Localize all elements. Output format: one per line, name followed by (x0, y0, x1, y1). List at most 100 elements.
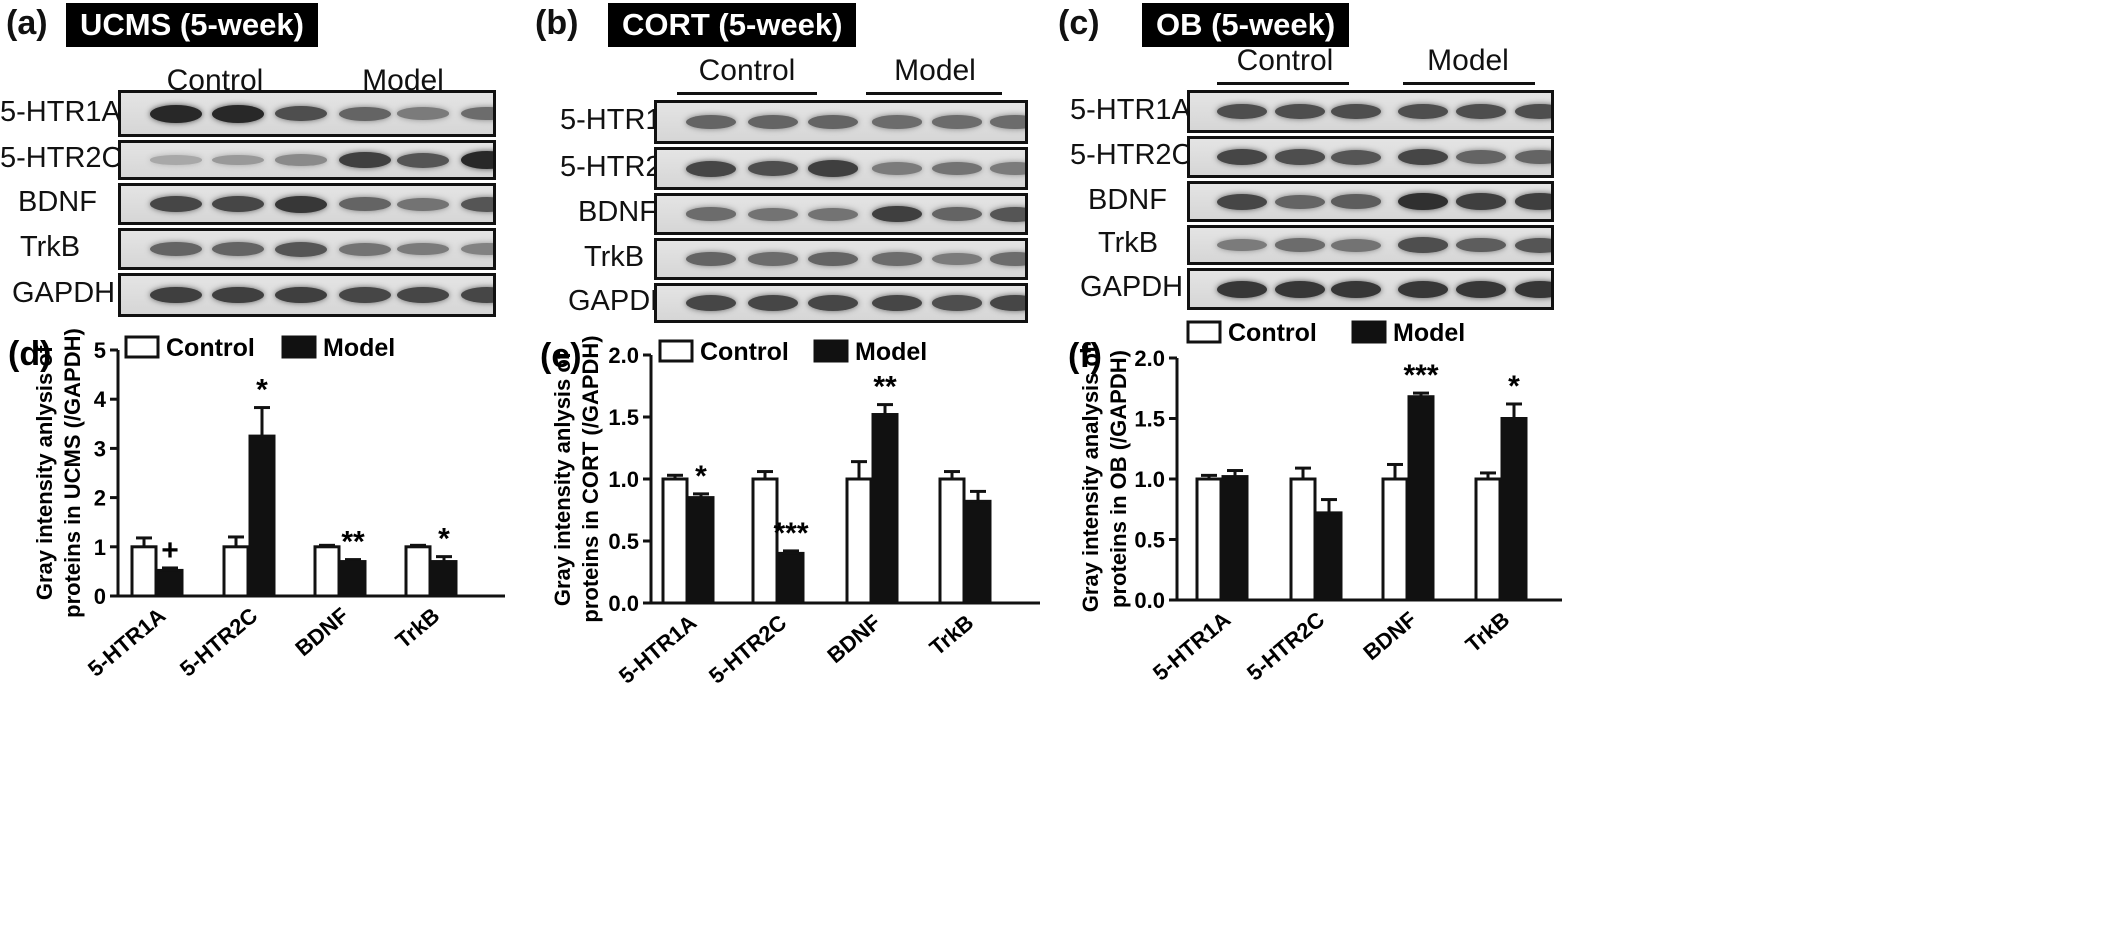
chart-f: (f) 0.0 0.5 1.0 1.5 2.0 Gray intensity analysi… (1068, 319, 1562, 686)
legend-label-control: Control (700, 338, 789, 366)
blot-band (990, 252, 1025, 266)
blot-strip (1187, 136, 1554, 178)
blot-band (1456, 103, 1506, 120)
bar-model-bdnf (1407, 395, 1435, 602)
protein-label-bdnf: BDNF (18, 186, 97, 218)
blot-strip (1187, 90, 1554, 133)
y-tick-label: 0 (94, 584, 106, 609)
bar-model-5htr1a (687, 496, 715, 605)
panel-label: (a) (6, 4, 48, 42)
blot-strip (1187, 181, 1554, 222)
blot-band (275, 241, 327, 257)
blot-band (1275, 103, 1325, 120)
blot-band (275, 195, 327, 213)
blot-band (150, 155, 202, 165)
group-line-control (1217, 82, 1349, 85)
bar-model-5htr1a (156, 568, 184, 598)
y-tick-label: 1.5 (608, 405, 639, 430)
bar-model-trkb (1500, 417, 1528, 602)
blot-band (212, 286, 264, 304)
blot-band (1515, 193, 1551, 210)
blot-strip (118, 273, 496, 317)
blot-band (1398, 237, 1448, 253)
y-axis-label: proteins in OB (/GAPDH) (1106, 350, 1131, 608)
panel-label: (c) (1058, 4, 1100, 42)
blot-band (748, 295, 798, 311)
blot-band (1515, 280, 1551, 298)
protein-label-bdnf: BDNF (1088, 183, 1167, 216)
blot-band (1398, 280, 1448, 298)
blot-band (872, 162, 922, 175)
blot-band (1217, 280, 1267, 298)
significance-marker: ** (341, 526, 365, 559)
blot-band (1331, 194, 1381, 209)
blot-band (339, 242, 391, 256)
blot-band (461, 243, 493, 255)
protein-label-5htr1a: 5-HTR1A (1070, 93, 1191, 126)
bar-model-5htr2c (777, 551, 805, 605)
bar-control-5htr2c (222, 545, 250, 598)
blot-band (1217, 103, 1267, 120)
blot-band (1398, 103, 1448, 120)
blot-band (150, 242, 202, 256)
x-tick-label: BDNF (822, 610, 885, 668)
blot-band (1456, 280, 1506, 298)
blot-band (748, 207, 798, 221)
blot-band (932, 295, 982, 311)
protein-label-gapdh: GAPDH (12, 277, 116, 309)
blot-band (397, 197, 449, 211)
legend-label-model: Model (1393, 319, 1465, 347)
blot-band (275, 154, 327, 166)
blot-band (212, 154, 264, 166)
bar-control-5htr1a (130, 545, 158, 598)
panel-title: CORT (5-week) (608, 3, 857, 47)
y-axis-label: proteins in CORT (/GAPDH) (578, 335, 603, 622)
blot-band (932, 207, 982, 221)
blot-band (932, 252, 982, 266)
y-tick-label: 0.0 (608, 591, 639, 616)
protein-label-trkb: TrkB (1098, 227, 1159, 259)
blot-band (872, 295, 922, 311)
protein-label-gapdh: GAPDH (1080, 271, 1184, 303)
panel-title: OB (5-week) (1142, 3, 1350, 47)
blot-band (686, 252, 736, 266)
y-tick-label: 0.5 (1134, 528, 1165, 553)
blot-band (275, 105, 327, 122)
panel-label: (f) (1068, 337, 1102, 375)
y-axis-label: Gray intensity analysis of (1078, 345, 1103, 612)
x-tick-label: 5-HTR1A (614, 610, 701, 689)
panel-label: (e) (540, 337, 582, 375)
legend: Control Model (124, 334, 395, 362)
blot-band (748, 160, 798, 177)
bar-model-5htr2c (248, 434, 276, 598)
blot-band (990, 206, 1025, 222)
protein-label-trkb: TrkB (584, 241, 645, 273)
x-tick-label: 5-HTR2C (704, 610, 791, 689)
blot-strip (654, 193, 1028, 235)
blot-band (686, 207, 736, 221)
bar-control-5htr1a (1195, 477, 1223, 602)
blot-band (932, 162, 982, 175)
x-tick-label: 5-HTR2C (1242, 607, 1329, 686)
legend-swatch-control (124, 335, 160, 359)
y-tick-label: 1 (94, 535, 106, 560)
bar-model-5htr2c (1315, 511, 1343, 602)
blot-band (212, 242, 264, 256)
y-tick-label: 2.0 (608, 343, 639, 368)
blot-band (339, 197, 391, 211)
bar-control-bdnf (1381, 477, 1409, 602)
bar-control-bdnf (313, 545, 341, 598)
blot-band (872, 205, 922, 223)
bar-control-5htr1a (661, 477, 689, 605)
blot-band (461, 196, 493, 212)
blot-band (150, 196, 202, 212)
blot-band (397, 242, 449, 256)
blot-band (748, 252, 798, 266)
bar-control-5htr2c (751, 477, 779, 605)
bar-model-trkb (964, 499, 992, 605)
x-tick-label: TrkB (1461, 607, 1515, 658)
protein-label-5htr1a: 5-HTR1A (0, 95, 121, 128)
group-line-model (866, 92, 1002, 95)
blot-band (1275, 194, 1325, 209)
blot-band (461, 151, 493, 169)
